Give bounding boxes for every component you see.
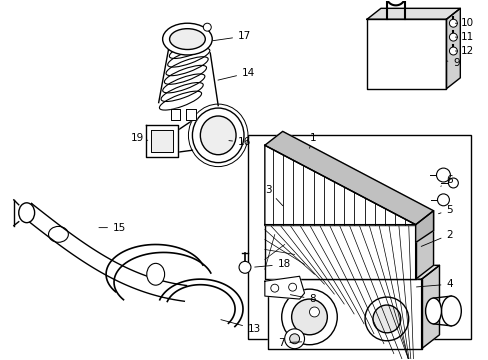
Text: 1: 1 [309,133,315,148]
Polygon shape [186,109,196,121]
Circle shape [239,261,250,273]
Circle shape [447,178,457,188]
Text: 9: 9 [446,58,459,68]
Polygon shape [267,279,421,349]
Polygon shape [264,131,433,225]
Circle shape [365,297,408,341]
Circle shape [448,33,456,41]
Circle shape [448,19,456,27]
Circle shape [436,168,449,182]
Text: 5: 5 [438,205,452,215]
Polygon shape [267,265,439,279]
Text: 11: 11 [454,32,472,42]
Polygon shape [366,8,459,19]
Text: 17: 17 [213,31,251,41]
Circle shape [203,23,211,31]
Text: 8: 8 [290,294,315,304]
Text: 12: 12 [454,46,472,56]
Polygon shape [366,19,446,89]
Text: 14: 14 [218,68,255,80]
Text: 13: 13 [221,320,261,334]
Polygon shape [264,225,415,279]
Polygon shape [421,265,439,349]
Text: 3: 3 [264,185,282,206]
Text: 15: 15 [99,222,126,233]
Text: 18: 18 [254,259,290,269]
Text: 4: 4 [416,279,452,289]
Polygon shape [170,109,180,121]
Circle shape [284,329,304,349]
Text: 16: 16 [228,137,251,147]
Circle shape [291,299,326,335]
Ellipse shape [192,108,244,163]
Circle shape [437,194,448,206]
Polygon shape [415,211,433,243]
Ellipse shape [441,296,460,326]
Polygon shape [264,211,433,225]
Ellipse shape [169,29,205,50]
Text: 6: 6 [440,175,452,186]
Text: 10: 10 [454,18,472,28]
Text: 19: 19 [131,133,147,143]
Circle shape [372,305,400,333]
Ellipse shape [163,23,212,55]
Polygon shape [150,130,172,152]
Polygon shape [145,125,177,157]
Ellipse shape [200,116,236,155]
Circle shape [448,47,456,55]
Circle shape [289,334,299,344]
Bar [247,135,470,339]
Ellipse shape [146,264,164,285]
Ellipse shape [19,203,35,223]
Polygon shape [264,276,304,299]
Polygon shape [446,8,459,89]
Circle shape [281,289,337,345]
Polygon shape [415,211,433,279]
Circle shape [309,307,319,317]
Polygon shape [264,145,415,225]
Ellipse shape [425,298,441,324]
Text: 7: 7 [277,338,301,348]
Text: 2: 2 [420,230,452,246]
